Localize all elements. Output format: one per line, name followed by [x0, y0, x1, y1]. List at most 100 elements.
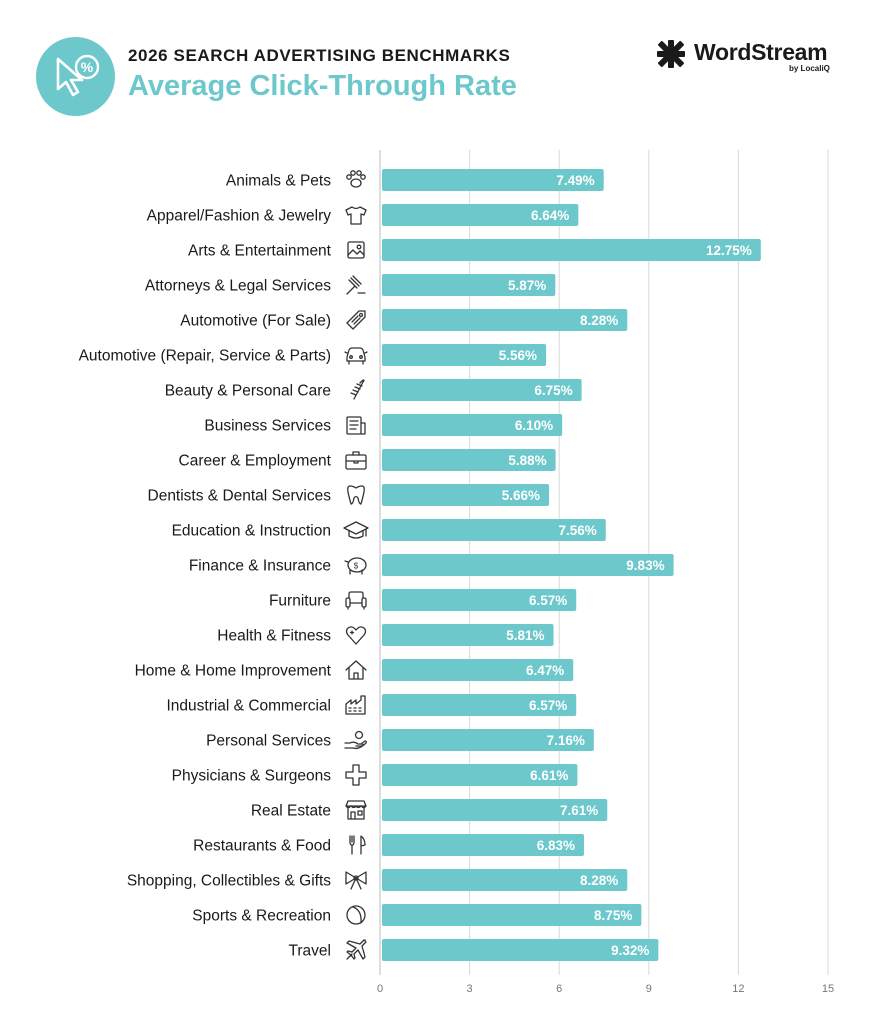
bar: [382, 554, 674, 576]
value-label: 7.16%: [547, 733, 585, 748]
comb-icon: [350, 379, 365, 400]
value-label: 6.83%: [537, 838, 575, 853]
bar: [382, 169, 604, 191]
value-label: 9.83%: [626, 558, 664, 573]
category-label: Physicians & Surgeons: [172, 768, 332, 785]
fork-knife-icon: [349, 835, 366, 855]
bar: [382, 379, 582, 401]
cursor-percent-icon: %: [56, 54, 100, 97]
bar: [382, 204, 579, 226]
wordstream-logo-icon: [657, 40, 685, 68]
bar: [382, 904, 642, 926]
bar: [382, 449, 556, 471]
bar: [382, 659, 574, 681]
category-label: Business Services: [204, 418, 331, 435]
category-label: Personal Services: [206, 733, 331, 750]
value-label: 6.75%: [534, 383, 572, 398]
category-label: Finance & Insurance: [189, 558, 331, 575]
bar: [382, 274, 556, 296]
category-label: Attorneys & Legal Services: [145, 278, 331, 295]
wordstream-brand: WordStream by LocaliQ: [654, 37, 834, 77]
ball-icon: [346, 905, 366, 925]
category-label: Home & Home Improvement: [135, 663, 332, 680]
category-label: Beauty & Personal Care: [165, 383, 331, 400]
category-label: Restaurants & Food: [193, 838, 331, 855]
graduation-cap-icon: [343, 521, 369, 539]
category-label: Education & Instruction: [172, 523, 331, 540]
hand-icon: [344, 730, 367, 750]
armchair-icon: [345, 591, 367, 610]
storefront-icon: [345, 800, 367, 820]
category-label: Dentists & Dental Services: [148, 488, 332, 505]
house-icon: [345, 660, 367, 680]
header: % 2026 SEARCH ADVERTISING BENCHMARKS Ave…: [0, 0, 871, 140]
chart-title: Average Click-Through Rate: [128, 70, 517, 102]
picture-icon: [347, 241, 365, 259]
x-tick-label: 12: [732, 983, 744, 995]
value-label: 7.56%: [559, 523, 597, 538]
value-label: 8.28%: [580, 313, 618, 328]
medical-cross-icon: [345, 764, 367, 786]
badge: %: [36, 37, 115, 116]
gavel-icon: [346, 275, 366, 295]
value-label: 9.32%: [611, 943, 649, 958]
value-label: 6.64%: [531, 208, 569, 223]
value-label: 6.57%: [529, 593, 567, 608]
price-tag-icon: [346, 310, 366, 330]
category-label: Travel: [289, 943, 332, 960]
value-label: 6.57%: [529, 698, 567, 713]
x-tick-label: 0: [377, 983, 383, 995]
bar: [382, 694, 577, 716]
bar: [382, 309, 628, 331]
shirt-icon: [345, 206, 367, 225]
svg-text:$: $: [354, 562, 359, 571]
x-tick-label: 9: [646, 983, 652, 995]
category-label: Automotive (For Sale): [180, 313, 331, 330]
factory-icon: [345, 695, 366, 715]
heart-icon: [345, 626, 367, 645]
chart-supertitle: 2026 SEARCH ADVERTISING BENCHMARKS: [128, 46, 511, 65]
x-tick-label: 15: [822, 983, 834, 995]
value-label: 5.81%: [506, 628, 544, 643]
document-icon: [346, 416, 366, 435]
bar: [382, 764, 578, 786]
bar: [382, 344, 547, 366]
svg-text:%: %: [81, 59, 94, 75]
bar: [382, 799, 608, 821]
value-label: 5.66%: [502, 488, 540, 503]
brand-sub: by LocaliQ: [789, 64, 830, 73]
value-label: 6.10%: [515, 418, 553, 433]
value-label: 8.75%: [594, 908, 632, 923]
bar: [382, 414, 563, 436]
category-label: Furniture: [269, 593, 331, 610]
x-tick-label: 6: [556, 983, 562, 995]
airplane-icon: [346, 939, 367, 960]
category-label: Shopping, Collectibles & Gifts: [127, 873, 331, 890]
category-label: Automotive (Repair, Service & Parts): [79, 348, 331, 365]
paw-icon: [346, 170, 366, 188]
category-label: Industrial & Commercial: [166, 698, 331, 715]
category-label: Apparel/Fashion & Jewelry: [147, 208, 332, 225]
car-icon: [344, 347, 368, 365]
bar: [382, 239, 761, 261]
category-label: Career & Employment: [179, 453, 332, 470]
gift-bow-icon: [345, 871, 367, 890]
value-label: 8.28%: [580, 873, 618, 888]
value-label: 7.49%: [556, 173, 594, 188]
bar: [382, 869, 628, 891]
category-label: Arts & Entertainment: [188, 243, 332, 260]
bar: [382, 939, 659, 961]
value-label: 12.75%: [706, 243, 752, 258]
bar: [382, 484, 550, 506]
value-label: 6.61%: [530, 768, 568, 783]
bar: [382, 729, 594, 751]
category-label: Health & Fitness: [217, 628, 331, 645]
value-label: 5.87%: [508, 278, 546, 293]
piggy-bank-icon: $: [344, 557, 367, 575]
bar: [382, 834, 584, 856]
briefcase-icon: [345, 451, 367, 470]
value-label: 6.47%: [526, 663, 564, 678]
brand-name: WordStream: [694, 39, 828, 65]
value-label: 7.61%: [560, 803, 598, 818]
